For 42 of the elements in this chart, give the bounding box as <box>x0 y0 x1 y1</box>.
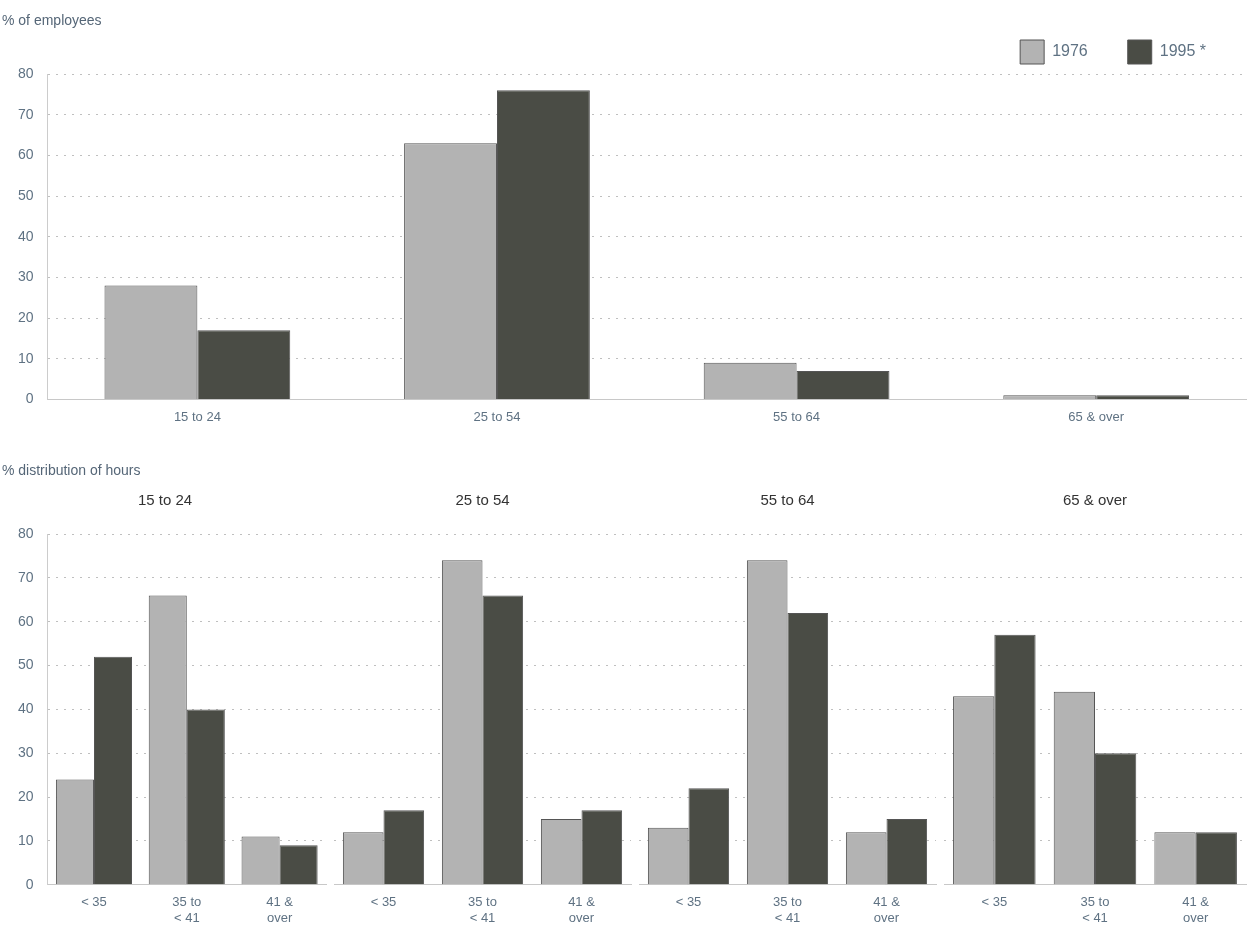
x-tick-label: 35 to < 41 <box>468 894 497 925</box>
legend-label: 1995 * <box>1159 42 1206 60</box>
y-tick-label: 0 <box>25 390 34 407</box>
x-tick-label: 55 to 64 <box>773 408 821 424</box>
chart-title: 15 to 24 <box>137 491 193 509</box>
y-axis-title: % distribution of hours <box>2 462 141 478</box>
x-tick-label: 35 to < 41 <box>1080 894 1110 925</box>
x-tick-label: < 35 <box>981 894 1008 910</box>
y-axis-title: % of employees <box>2 12 102 28</box>
y-tick-label: 80 <box>17 524 34 541</box>
y-tick-label: 30 <box>17 744 34 761</box>
y-tick-label: 30 <box>17 268 34 285</box>
y-tick-label: 60 <box>17 146 34 163</box>
y-tick-label: 70 <box>17 105 34 122</box>
y-tick-label: 50 <box>17 656 34 673</box>
y-tick-label: 70 <box>17 568 34 585</box>
x-tick-label: < 35 <box>81 894 107 910</box>
chart-title: 25 to 54 <box>455 491 510 509</box>
y-tick-label: 20 <box>17 308 34 325</box>
x-tick-label: < 35 <box>370 894 397 910</box>
x-tick-label: 65 & over <box>1068 408 1125 424</box>
y-tick-label: 0 <box>25 875 34 892</box>
y-tick-label: 20 <box>17 787 34 804</box>
x-tick-label: 41 & over <box>873 894 901 925</box>
x-tick-label: < 35 <box>675 894 702 910</box>
x-tick-label: 41 & over <box>568 894 596 925</box>
y-tick-label: 40 <box>17 700 34 717</box>
chart-title: 65 & over <box>1062 491 1128 509</box>
legend-label: 1976 <box>1052 42 1088 60</box>
y-tick-label: 80 <box>17 64 34 81</box>
y-tick-label: 10 <box>17 831 34 848</box>
y-tick-label: 10 <box>17 349 34 366</box>
y-tick-label: 50 <box>17 186 34 203</box>
x-tick-label: 41 & over <box>266 894 294 925</box>
y-tick-label: 40 <box>17 227 34 244</box>
x-tick-label: 25 to 54 <box>473 408 521 424</box>
y-tick-label: 60 <box>17 612 34 629</box>
x-tick-label: 35 to < 41 <box>773 894 802 925</box>
x-tick-label: 15 to 24 <box>173 408 221 424</box>
x-tick-label: 35 to < 41 <box>172 894 202 925</box>
chart-title: 55 to 64 <box>760 491 815 509</box>
x-tick-label: 41 & over <box>1182 894 1210 925</box>
